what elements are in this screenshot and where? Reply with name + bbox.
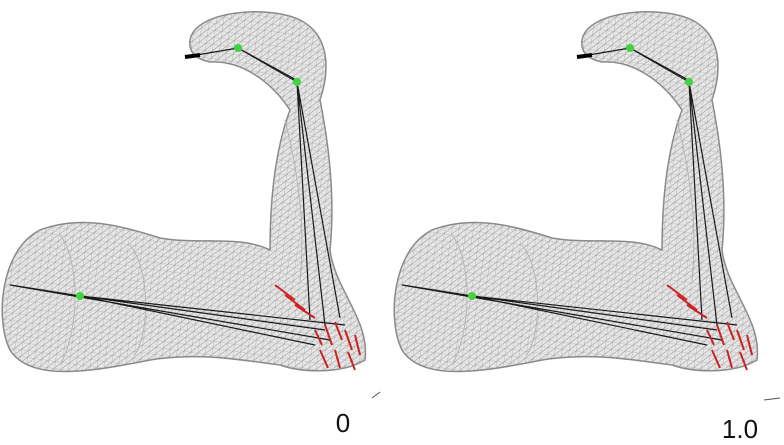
panel-label: 1.0 (722, 414, 758, 444)
axis-marker (372, 392, 380, 398)
arm-mesh-right (394, 12, 757, 372)
arm-mesh-left (2, 12, 365, 372)
page: 0 1.0 (() => { const data = JSON.parse(d… (0, 0, 784, 445)
panel-label: 0 (336, 408, 350, 438)
axis-marker (764, 398, 780, 400)
figure: 0 1.0 (0, 0, 784, 445)
